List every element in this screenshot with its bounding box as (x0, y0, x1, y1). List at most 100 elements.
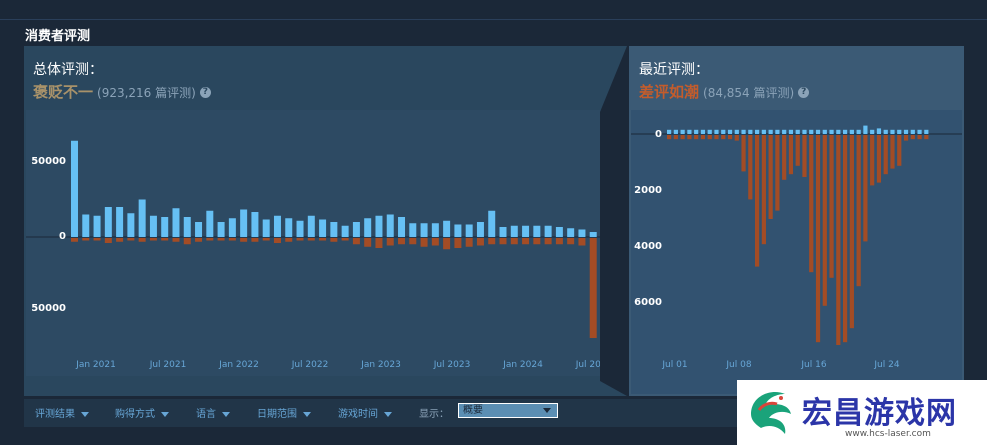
y-tick-label: 0 (59, 231, 66, 242)
positive-bar (217, 222, 225, 237)
help-icon[interactable]: ? (798, 87, 810, 98)
x-tick-label: Jul 2024 (575, 360, 613, 370)
negative-bar (910, 135, 915, 140)
positive-bar (924, 129, 929, 134)
positive-bar (149, 215, 157, 237)
positive-bar (890, 129, 895, 134)
positive-bar (82, 214, 90, 237)
negative-bar (183, 238, 191, 245)
filter-date-range[interactable]: 日期范围 (257, 405, 311, 420)
positive-bar (307, 215, 315, 237)
dragon-logo (751, 392, 791, 434)
positive-bar (755, 129, 760, 134)
y-tick-label: 2000 (634, 185, 662, 196)
negative-bar (775, 135, 780, 211)
positive-bar (567, 228, 575, 237)
y-tick-label: 4000 (634, 241, 662, 252)
negative-bar (364, 238, 372, 247)
negative-bar (809, 135, 814, 273)
positive-bar (454, 224, 462, 237)
recent-rating-line: 差评如潮 (84,854 篇评测)? (639, 81, 810, 102)
positive-bar (788, 129, 794, 134)
positive-bar (420, 223, 428, 237)
recent-histogram: 0 2000 4000 6000 Jul 01 Jul 08 Jul 16 Jul 24 (631, 125, 962, 370)
filter-purchase-type[interactable]: 购得方式 (115, 405, 169, 420)
negative-bar (555, 238, 563, 245)
negative-bar (822, 135, 827, 306)
negative-bar (687, 135, 692, 140)
negative-bar (589, 238, 597, 338)
recent-count: (84,854 篇评测) (703, 86, 795, 100)
filter-language[interactable]: 语言 (196, 405, 230, 420)
filter-label: 语言 (196, 409, 216, 420)
negative-bar (755, 135, 760, 267)
negative-bar (795, 135, 800, 166)
help-icon[interactable]: ? (199, 87, 211, 98)
recent-rating[interactable]: 差评如潮 (639, 83, 700, 101)
positive-bar (870, 129, 875, 134)
recent-chart-area: 0 2000 4000 6000 Jul 01 Jul 08 Jul 16 Jul 24 (631, 110, 962, 394)
positive-bar (431, 223, 439, 237)
positive-bar (240, 209, 248, 237)
negative-bar (673, 135, 678, 140)
overall-rating[interactable]: 褒贬不一 (33, 83, 94, 101)
positive-bar (161, 217, 169, 237)
negative-bar (431, 238, 439, 246)
positive-bar (795, 129, 800, 134)
positive-bar (578, 229, 586, 237)
negative-bar (420, 238, 428, 247)
negative-bar (217, 238, 225, 241)
top-bar (0, 0, 987, 20)
negative-bar (788, 135, 794, 175)
negative-bar (499, 238, 507, 245)
positive-bar (251, 212, 259, 237)
negative-bar (127, 238, 135, 241)
display-select-value: 概要 (463, 405, 483, 416)
positive-bar (707, 129, 712, 134)
filter-review-type[interactable]: 评测结果 (35, 405, 89, 420)
x-tick-label: Jul 2022 (291, 360, 329, 370)
negative-bar (567, 238, 575, 245)
positive-bar (228, 218, 236, 237)
negative-bar (71, 238, 78, 242)
positive-bar (375, 215, 383, 237)
negative-bar (843, 135, 848, 343)
positive-bar (700, 129, 706, 134)
positive-bar (748, 129, 753, 134)
positive-bar (138, 199, 146, 237)
negative-bar (924, 135, 929, 140)
negative-bar (917, 135, 922, 140)
negative-bar (488, 238, 496, 245)
negative-bar (262, 238, 270, 241)
positive-bar (903, 129, 909, 134)
negative-bar (82, 238, 90, 241)
negative-bar (836, 135, 841, 345)
positive-bar (856, 129, 861, 134)
positive-bar (589, 232, 597, 237)
negative-bar (883, 135, 888, 175)
positive-bar (183, 217, 191, 237)
display-select[interactable]: 概要 (458, 403, 558, 418)
overall-reviews-panel: 总体评测： 褒贬不一 (923,216 篇评测)? 50000 0 50000 Jan … (24, 46, 627, 396)
negative-bar (104, 238, 112, 243)
x-tick-label: Jan 2024 (502, 360, 543, 370)
positive-bar (93, 215, 101, 237)
positive-bar (822, 129, 827, 134)
positive-bar (352, 222, 360, 237)
negative-bar (465, 238, 473, 247)
negative-bar (768, 135, 773, 219)
positive-bar (727, 129, 733, 134)
negative-bar (694, 135, 699, 140)
positive-bar (285, 218, 293, 237)
negative-bar (319, 238, 327, 241)
filter-label: 购得方式 (115, 409, 155, 420)
x-tick-label: Jul 24 (873, 360, 899, 370)
negative-bar (195, 238, 203, 242)
positive-bar (843, 129, 848, 134)
negative-bar (863, 135, 868, 242)
filter-playtime[interactable]: 游戏时间 (338, 405, 392, 420)
positive-bar (127, 213, 135, 237)
positive-bar (815, 129, 821, 134)
positive-bar (364, 218, 372, 237)
negative-bar (398, 238, 406, 245)
